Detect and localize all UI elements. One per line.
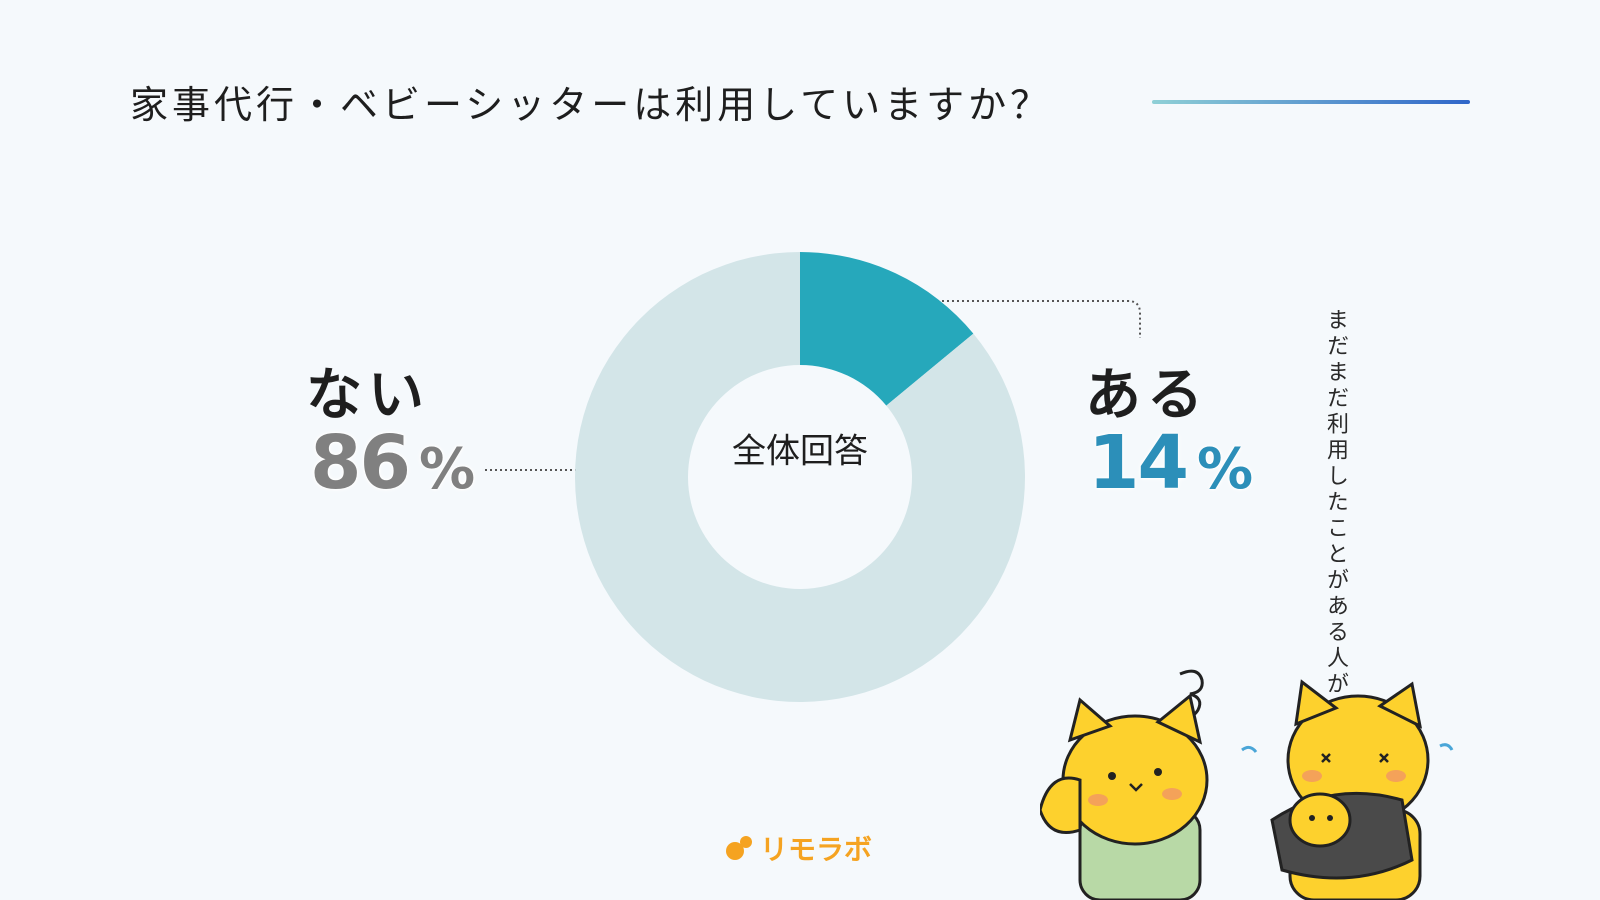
cats-illustration bbox=[1040, 669, 1454, 900]
brand-name: リモラボ bbox=[760, 833, 873, 866]
page-title: 家事代行・ベビーシッターは利用していますか？ bbox=[130, 83, 1053, 127]
donut-slice-no bbox=[575, 252, 1025, 702]
donut-slice-yes bbox=[800, 252, 974, 406]
donut-center-label: 全体回答 bbox=[732, 431, 868, 472]
yes-category-label: ある bbox=[1085, 363, 1209, 428]
brand-logo-icon bbox=[726, 836, 754, 860]
yes-percentage-sign: % bbox=[1196, 437, 1254, 502]
donut-slices bbox=[575, 252, 1025, 702]
yes-leader-line bbox=[862, 300, 1141, 338]
yes-percentage-value: 14 bbox=[1088, 420, 1189, 506]
no-percentage-value: 86 bbox=[310, 420, 411, 506]
cat-thinking-icon bbox=[1040, 669, 1209, 900]
no-percentage-sign: % bbox=[418, 437, 476, 502]
brand-logo: リモラボ bbox=[726, 828, 872, 868]
no-percentage: 86% bbox=[310, 420, 475, 506]
title-divider bbox=[1152, 100, 1470, 104]
no-category-label: ない bbox=[306, 363, 430, 428]
cat-parent-with-kitten-icon bbox=[1241, 679, 1454, 900]
yes-percentage: 14% bbox=[1088, 420, 1253, 506]
